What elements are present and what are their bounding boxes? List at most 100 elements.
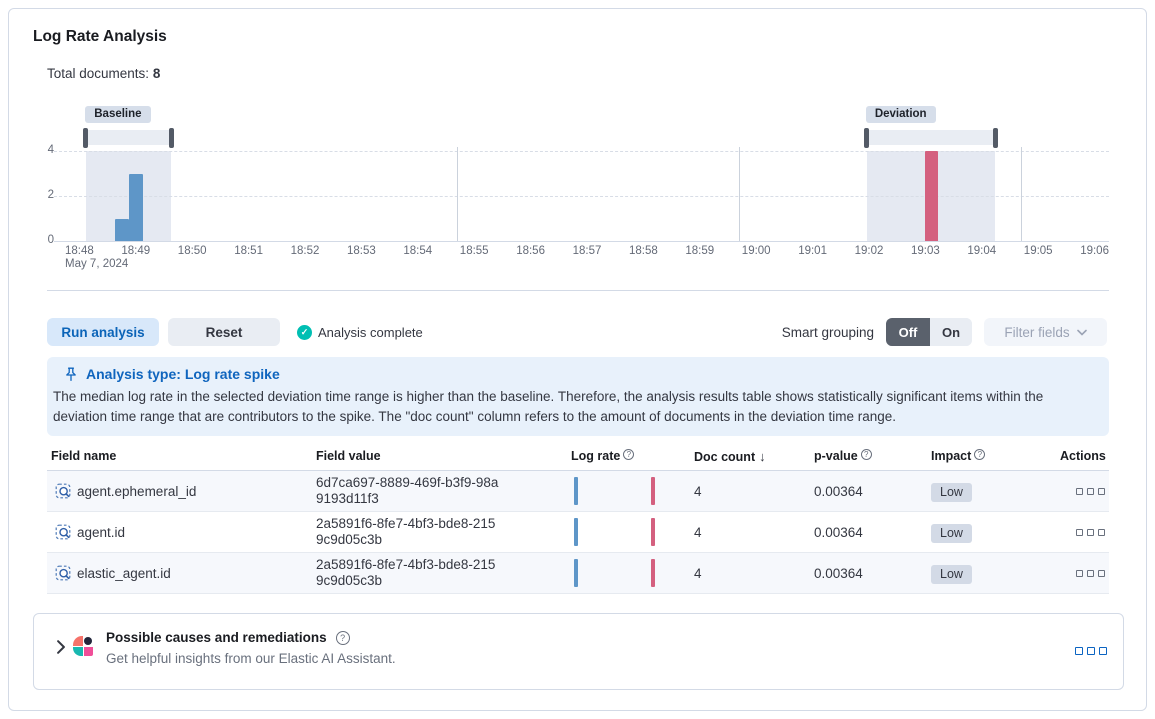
field-name-cell: elastic_agent.id <box>47 565 312 581</box>
column-header-p-value[interactable]: p-value? <box>810 449 927 463</box>
baseline-brush[interactable] <box>84 130 173 145</box>
insights-title: Possible causes and remediations <box>106 630 327 645</box>
log-rate-baseline-bar <box>574 517 578 546</box>
field-name: agent.id <box>77 524 126 540</box>
x-tick-label: 18:57 <box>572 245 602 257</box>
x-tick-label: 18:53 <box>347 245 376 257</box>
row-actions-icon[interactable] <box>1076 569 1105 577</box>
x-tick-label: 18:48 <box>65 245 94 257</box>
log-rate-cell <box>567 471 690 512</box>
p-value-cell: 0.00364 <box>814 565 863 581</box>
deviation-brush-left-handle[interactable] <box>863 128 869 148</box>
toolbar-right-group: Smart grouping Off On Filter fields <box>782 318 1107 346</box>
doc-count-cell: 4 <box>694 483 702 499</box>
x-tick-label: 18:50 <box>177 245 207 257</box>
x-tick-label: 19:01 <box>798 245 827 257</box>
field-magnifier-icon <box>55 565 71 581</box>
run-analysis-button[interactable]: Run analysis <box>47 318 159 346</box>
total-documents-value: 8 <box>152 66 161 81</box>
elastic-ai-assistant-icon <box>73 636 93 656</box>
accordion-chevron-right-icon[interactable] <box>55 640 69 654</box>
deviation-badge: Deviation <box>865 106 936 123</box>
field-magnifier-icon <box>55 524 71 540</box>
log-rate-cell <box>567 553 690 594</box>
insights-help-icon[interactable]: ? <box>335 630 350 645</box>
sort-descending-icon: ↓ <box>759 449 766 464</box>
table-body: agent.ephemeral_id 6d7ca697-8889-469f-b3f… <box>47 471 1109 594</box>
x-tick-label: 18:55 <box>459 245 489 257</box>
x-axis-date-label: May 7, 2024 <box>65 258 129 270</box>
doc-count-cell: 4 <box>694 565 702 581</box>
log-rate-baseline-bar <box>574 476 578 505</box>
column-header-actions: Actions <box>1060 449 1106 463</box>
table-row: agent.id 2a5891f6-8fe7-4bf3-bde8-2159c9d0… <box>47 512 1109 553</box>
y-gridline <box>54 196 1109 197</box>
column-header-field-name[interactable]: Field name <box>51 449 117 463</box>
row-actions-icon[interactable] <box>1076 528 1105 536</box>
impact-cell: Low <box>927 482 1056 502</box>
table-row: agent.ephemeral_id 6d7ca697-8889-469f-b3f… <box>47 471 1109 512</box>
analysis-status: ✓ Analysis complete <box>297 324 423 340</box>
insights-actions-icon[interactable] <box>1075 647 1107 655</box>
log-rate-info-icon[interactable]: ? <box>623 449 635 460</box>
smart-grouping-off-button[interactable]: Off <box>886 318 930 346</box>
x-gridline <box>1020 147 1022 241</box>
total-documents-label: Total documents: <box>47 66 150 81</box>
column-header-log-rate[interactable]: Log rate? <box>567 449 690 463</box>
total-documents: Total documents: 8 <box>47 66 160 81</box>
x-tick-label: 18:54 <box>403 245 433 257</box>
log-rate-deviation-bar <box>651 476 655 505</box>
baseline-bar <box>115 218 129 241</box>
x-tick-label: 18:49 <box>121 245 151 257</box>
column-header-doc-count[interactable]: Doc count ↓ <box>694 449 766 464</box>
deviation-brush[interactable] <box>864 130 997 145</box>
field-name-cell: agent.ephemeral_id <box>47 483 312 499</box>
y-axis-label: 4 <box>47 144 54 156</box>
x-tick-label: 18:58 <box>629 245 658 257</box>
callout-title-row: Analysis type: Log rate spike <box>53 366 1093 382</box>
impact-info-icon[interactable]: ? <box>974 449 986 460</box>
x-tick-label: 18:56 <box>516 245 545 257</box>
column-header-field-value[interactable]: Field value <box>316 449 381 463</box>
document-count-chart: 0 2 4 18:48 18:49 18:50 18:51 18:52 18:53 18:54 18… <box>9 101 1148 283</box>
p-value-info-icon[interactable]: ? <box>860 449 872 460</box>
x-axis-line <box>54 241 1109 242</box>
p-value-cell: 0.00364 <box>814 483 863 499</box>
table-row: elastic_agent.id 2a5891f6-8fe7-4bf3-bde8-… <box>47 553 1109 594</box>
check-icon: ✓ <box>297 324 312 340</box>
column-header-impact[interactable]: Impact? <box>927 449 1056 463</box>
p-value-cell: 0.00364 <box>814 524 863 540</box>
baseline-brush-right-handle[interactable] <box>168 128 174 148</box>
baseline-bar <box>129 173 143 241</box>
impact-badge: Low <box>931 482 972 502</box>
log-rate-deviation-bar <box>651 558 655 587</box>
x-tick-label: 19:00 <box>741 245 771 257</box>
doc-count-cell: 4 <box>694 524 702 540</box>
deviation-brush-right-handle[interactable] <box>992 128 998 148</box>
x-tick-label: 18:59 <box>685 245 715 257</box>
y-axis-label: 0 <box>47 234 54 246</box>
callout-body: The median log rate in the selected devi… <box>53 389 1044 424</box>
field-name: agent.ephemeral_id <box>77 483 197 499</box>
log-rate-deviation-bar <box>651 517 655 546</box>
page-title: Log Rate Analysis <box>33 28 167 45</box>
analysis-results-table: Field name Field value Log rate? Doc cou… <box>47 449 1109 594</box>
x-tick-label: 18:52 <box>290 245 320 257</box>
filter-fields-button[interactable]: Filter fields <box>984 318 1107 346</box>
impact-badge: Low <box>931 523 972 543</box>
insights-subtitle: Get helpful insights from our Elastic AI… <box>106 651 396 666</box>
row-actions-icon[interactable] <box>1076 487 1105 495</box>
possible-causes-panel: Possible causes and remediations ? Get h… <box>33 613 1124 690</box>
x-tick-label: 18:51 <box>234 245 263 257</box>
field-value-cell: 6d7ca697-8889-469f-b3f9-98a9193d11f3 <box>316 475 499 506</box>
smart-grouping-on-button[interactable]: On <box>930 318 972 346</box>
log-rate-analysis-panel: Log Rate Analysis Total documents: 8 0 2 4… <box>8 8 1147 711</box>
x-tick-label: 19:03 <box>911 245 940 257</box>
log-rate-cell <box>567 512 690 553</box>
deviation-bar <box>924 151 939 241</box>
analysis-status-label: Analysis complete <box>318 324 423 340</box>
reset-button[interactable]: Reset <box>168 318 280 346</box>
baseline-brush-left-handle[interactable] <box>83 128 89 148</box>
x-gridline <box>738 147 740 241</box>
smart-grouping-label: Smart grouping <box>781 324 874 340</box>
